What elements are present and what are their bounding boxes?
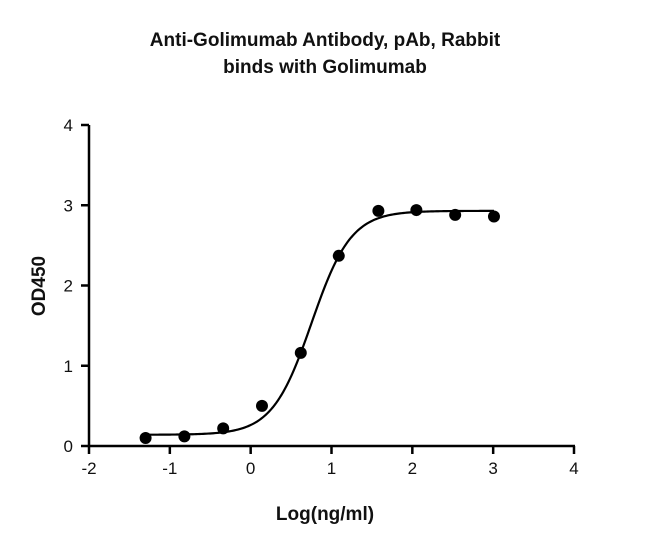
fit-curve [145, 209, 494, 436]
x-tick-label: 1 [327, 459, 336, 478]
data-point [332, 249, 345, 262]
data-point [372, 204, 385, 217]
axes: -2 -1 0 1 2 3 4 0 1 2 3 4 [64, 116, 579, 478]
y-tick-label: 4 [64, 116, 73, 135]
chart-title-line-1: Anti-Golimumab Antibody, pAb, Rabbit [150, 30, 501, 51]
y-tick-label: 1 [64, 357, 73, 376]
data-point [139, 431, 152, 444]
x-tick-label: -1 [162, 459, 177, 478]
data-point [410, 204, 423, 217]
data-point [487, 210, 500, 223]
x-tick-label: 0 [246, 459, 255, 478]
x-tick-label: 2 [408, 459, 417, 478]
data-marks [139, 204, 500, 444]
y-tick-label: 3 [64, 196, 73, 215]
x-tick-label: -2 [81, 459, 96, 478]
data-point [449, 208, 462, 221]
chart-title-line-2: binds with Golimumab [223, 57, 427, 78]
x-axis-label: Log(ng/ml) [276, 504, 374, 525]
data-point [294, 346, 307, 359]
x-tick-label: 3 [488, 459, 497, 478]
y-axis-label: OD450 [29, 256, 50, 316]
data-point [178, 430, 191, 443]
data-point [255, 399, 268, 412]
x-tick-label: 4 [569, 459, 578, 478]
data-point [217, 422, 230, 435]
y-tick-label: 0 [64, 437, 73, 456]
y-tick-label: 2 [64, 277, 73, 296]
